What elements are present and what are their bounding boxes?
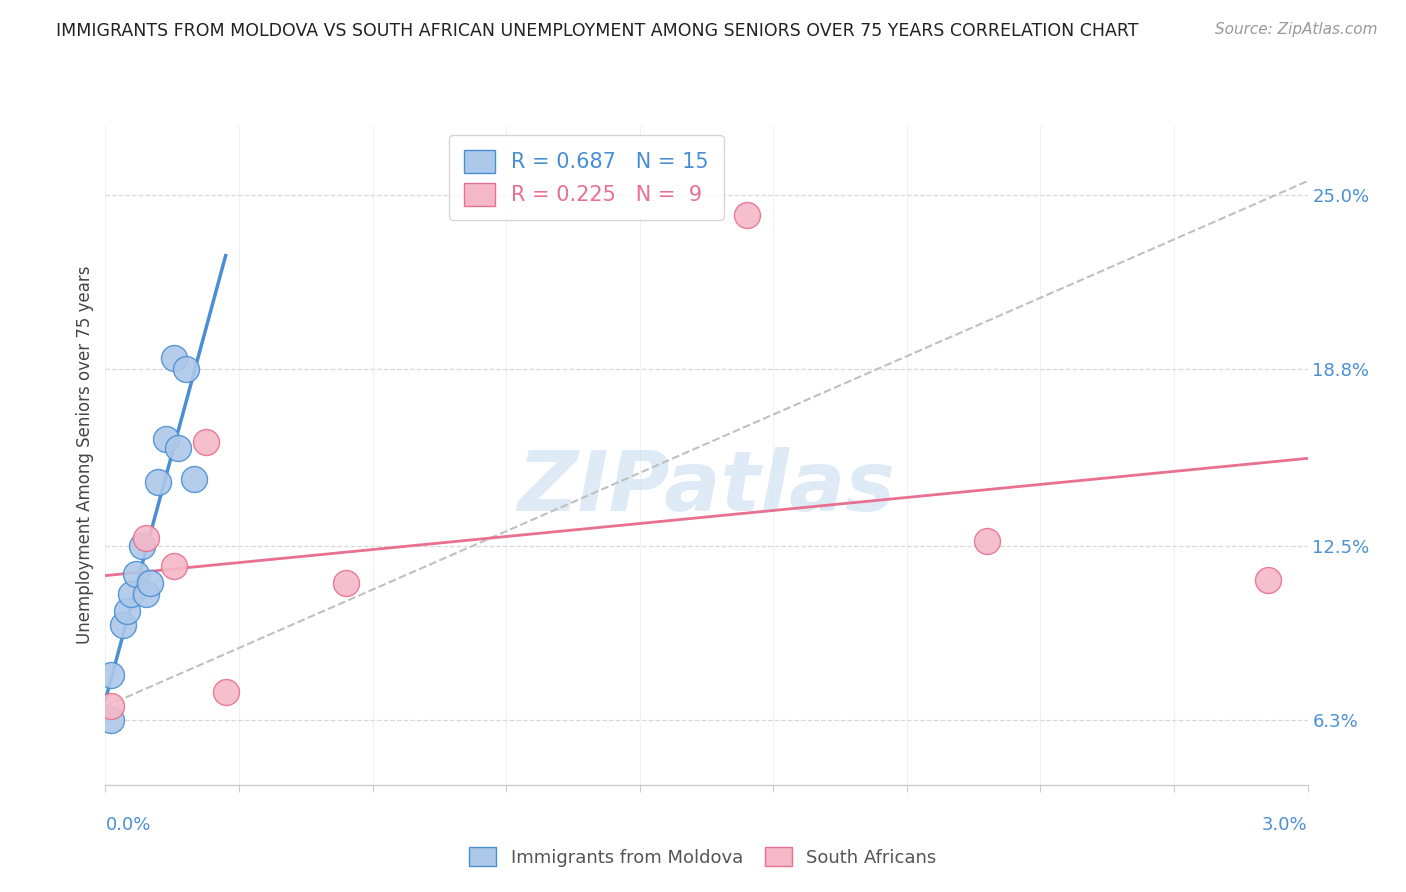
Point: [131, 539, 153, 553]
Point: [100, 668, 122, 682]
Y-axis label: Unemployment Among Seniors over 75 years: Unemployment Among Seniors over 75 years: [76, 266, 94, 644]
Point: [735, 208, 758, 222]
Point: [1257, 573, 1279, 587]
Point: [112, 618, 135, 632]
Point: [976, 533, 998, 548]
Text: ZIPatlas: ZIPatlas: [517, 448, 896, 528]
Point: [214, 685, 236, 699]
Point: [162, 351, 184, 365]
Point: [174, 362, 197, 376]
Point: [117, 604, 139, 618]
Point: [335, 575, 357, 590]
Point: [194, 435, 217, 450]
Point: [100, 699, 122, 714]
Text: Source: ZipAtlas.com: Source: ZipAtlas.com: [1215, 22, 1378, 37]
Point: [162, 558, 184, 573]
Point: [183, 472, 205, 486]
Point: [124, 567, 146, 582]
Point: [138, 575, 160, 590]
Point: [146, 475, 169, 489]
Legend: R = 0.687   N = 15, R = 0.225   N =  9: R = 0.687 N = 15, R = 0.225 N = 9: [449, 136, 724, 220]
Text: 3.0%: 3.0%: [1263, 816, 1308, 834]
Point: [166, 441, 188, 455]
Point: [121, 587, 143, 601]
Text: IMMIGRANTS FROM MOLDOVA VS SOUTH AFRICAN UNEMPLOYMENT AMONG SENIORS OVER 75 YEAR: IMMIGRANTS FROM MOLDOVA VS SOUTH AFRICAN…: [56, 22, 1139, 40]
Point: [155, 433, 177, 447]
Point: [100, 714, 122, 728]
Text: 0.0%: 0.0%: [105, 816, 150, 834]
Point: [135, 587, 157, 601]
Point: [135, 531, 157, 545]
Legend: Immigrants from Moldova, South Africans: Immigrants from Moldova, South Africans: [463, 840, 943, 874]
